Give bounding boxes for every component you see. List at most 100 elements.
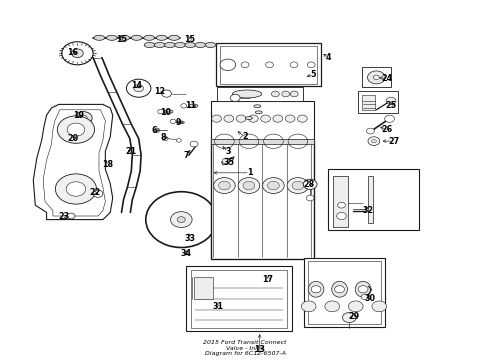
Circle shape: [258, 271, 279, 287]
Circle shape: [271, 91, 279, 97]
Circle shape: [285, 115, 295, 122]
Bar: [362, 95, 375, 110]
Text: 35: 35: [224, 158, 235, 167]
Circle shape: [126, 79, 151, 97]
Text: 19: 19: [73, 111, 84, 120]
Bar: [220, 46, 317, 84]
Circle shape: [134, 85, 144, 92]
Circle shape: [311, 286, 321, 293]
Text: 4: 4: [325, 53, 331, 62]
Text: 2015 Ford Transit Connect
Valve - Inlet
Diagram for 6C1Z-6507-A: 2015 Ford Transit Connect Valve - Inlet …: [203, 340, 287, 356]
Circle shape: [162, 136, 168, 141]
Bar: [368, 176, 373, 223]
Circle shape: [67, 123, 85, 136]
Circle shape: [287, 177, 309, 193]
Circle shape: [243, 181, 255, 190]
Circle shape: [241, 62, 249, 68]
Circle shape: [368, 137, 380, 145]
Text: 17: 17: [263, 274, 273, 284]
Text: 10: 10: [160, 108, 171, 117]
Text: 32: 32: [363, 206, 374, 215]
Circle shape: [337, 212, 346, 220]
Text: 26: 26: [382, 125, 392, 134]
Text: 21: 21: [126, 147, 137, 156]
Circle shape: [290, 62, 298, 68]
Bar: [186, 266, 292, 331]
Bar: [333, 176, 348, 227]
Circle shape: [62, 42, 93, 65]
Text: 9: 9: [176, 118, 182, 127]
Circle shape: [72, 49, 83, 58]
Ellipse shape: [156, 35, 167, 40]
Circle shape: [385, 115, 394, 122]
Circle shape: [66, 182, 86, 196]
Circle shape: [306, 195, 314, 201]
Text: 8: 8: [160, 133, 166, 142]
Text: 18: 18: [102, 161, 113, 169]
Bar: [308, 261, 381, 324]
Bar: [211, 101, 314, 140]
Ellipse shape: [332, 282, 347, 297]
Circle shape: [220, 59, 236, 71]
Text: 31: 31: [213, 302, 223, 311]
Ellipse shape: [165, 42, 175, 48]
Text: 13: 13: [254, 346, 265, 354]
Circle shape: [292, 181, 304, 190]
Circle shape: [221, 62, 229, 68]
Circle shape: [55, 174, 97, 204]
Text: 2: 2: [242, 132, 248, 141]
Circle shape: [368, 71, 385, 84]
Circle shape: [307, 62, 315, 68]
Text: 24: 24: [382, 74, 392, 83]
Ellipse shape: [94, 35, 105, 40]
Ellipse shape: [144, 35, 154, 40]
Ellipse shape: [308, 282, 324, 297]
Circle shape: [248, 115, 258, 122]
Ellipse shape: [119, 35, 130, 40]
Bar: [216, 43, 321, 86]
Ellipse shape: [106, 35, 117, 40]
Circle shape: [358, 286, 368, 293]
Circle shape: [301, 301, 316, 312]
Text: 1: 1: [247, 168, 253, 177]
Circle shape: [230, 94, 240, 102]
Ellipse shape: [232, 90, 262, 98]
Circle shape: [303, 179, 317, 189]
Ellipse shape: [144, 42, 155, 48]
Circle shape: [222, 158, 230, 164]
Ellipse shape: [185, 42, 196, 48]
Circle shape: [297, 115, 307, 122]
Circle shape: [176, 139, 181, 142]
Circle shape: [266, 62, 273, 68]
Circle shape: [224, 115, 234, 122]
Circle shape: [190, 141, 198, 147]
Text: 25: 25: [385, 102, 396, 110]
Bar: [328, 169, 419, 230]
Ellipse shape: [174, 42, 185, 48]
Bar: [211, 139, 314, 144]
Text: 15: 15: [185, 35, 196, 44]
Circle shape: [335, 286, 344, 293]
Text: 12: 12: [154, 87, 165, 96]
Text: 7: 7: [183, 151, 189, 160]
Circle shape: [154, 128, 160, 132]
Text: 29: 29: [349, 312, 360, 321]
Ellipse shape: [169, 35, 179, 40]
Ellipse shape: [154, 42, 165, 48]
Circle shape: [79, 115, 87, 121]
Polygon shape: [221, 157, 234, 165]
Ellipse shape: [255, 111, 262, 114]
Bar: [304, 258, 385, 327]
Circle shape: [214, 177, 235, 193]
Circle shape: [67, 213, 75, 219]
Circle shape: [338, 202, 345, 208]
Ellipse shape: [131, 35, 142, 40]
Bar: [362, 67, 391, 87]
Circle shape: [343, 312, 356, 323]
Ellipse shape: [164, 110, 173, 113]
Circle shape: [219, 181, 230, 190]
Circle shape: [348, 301, 363, 312]
Bar: [211, 140, 314, 259]
Bar: [194, 277, 213, 299]
Circle shape: [290, 91, 298, 97]
